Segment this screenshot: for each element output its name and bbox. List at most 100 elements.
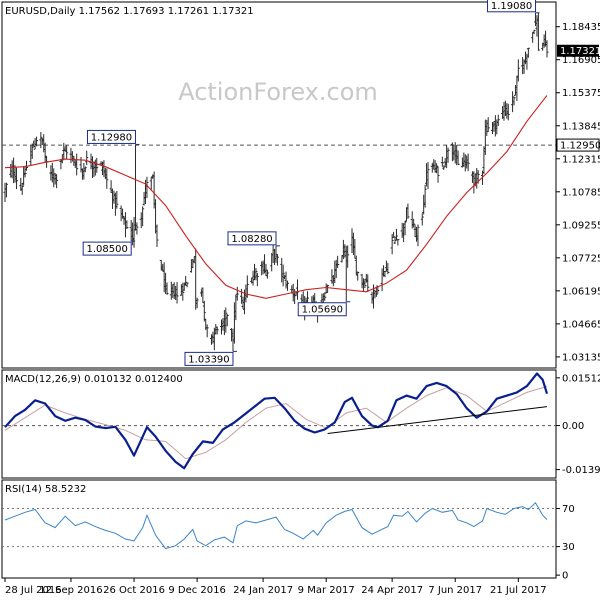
price-bar bbox=[420, 213, 424, 226]
price-bar bbox=[506, 103, 510, 121]
macd-signal-line bbox=[4, 385, 548, 460]
low-value: 1.17261 bbox=[168, 6, 209, 17]
price-bar bbox=[135, 222, 139, 235]
price-bar bbox=[423, 184, 427, 208]
price-bar bbox=[254, 267, 258, 281]
price-bar bbox=[65, 144, 69, 160]
price-bar bbox=[435, 163, 439, 174]
rsi-panel: 70 30 0 RSI(14) 58.5232 bbox=[1, 479, 575, 582]
macd-y-tick-label: 0.00 bbox=[562, 421, 584, 432]
price-bar bbox=[255, 272, 259, 287]
price-annotation-label: 1.03390 bbox=[188, 354, 229, 365]
high-value: 1.17693 bbox=[123, 6, 164, 17]
x-tick-label: 12 Sep 2016 bbox=[39, 585, 102, 596]
price-bar bbox=[383, 270, 387, 278]
x-tick-label: 26 Oct 2016 bbox=[103, 585, 165, 596]
rsi-panel-frame bbox=[1, 479, 557, 579]
price-bar bbox=[440, 156, 444, 167]
price-bars bbox=[3, 12, 549, 352]
price-bar bbox=[23, 165, 27, 178]
price-bar bbox=[416, 224, 420, 247]
price-bar bbox=[326, 284, 330, 293]
price-y-tick-label: 1.03135 bbox=[562, 352, 600, 363]
rsi-line bbox=[4, 502, 548, 550]
price-bar bbox=[83, 166, 87, 173]
price-bar bbox=[512, 96, 516, 106]
macd-panel-frame bbox=[1, 369, 557, 479]
rsi-y-axis: 70 30 0 bbox=[556, 504, 575, 582]
price-bar bbox=[235, 286, 239, 301]
price-annotation: 1.12980 bbox=[86, 129, 140, 145]
price-y-tick-label: 1.06195 bbox=[562, 286, 600, 297]
price-bar bbox=[323, 292, 327, 301]
watermark: ActionForex.com bbox=[178, 78, 378, 106]
price-bar bbox=[55, 174, 59, 189]
price-annotation-label: 1.05690 bbox=[302, 305, 343, 316]
price-bar bbox=[496, 114, 500, 127]
resistance-price-box bbox=[556, 138, 600, 152]
price-bar bbox=[225, 314, 229, 327]
price-annotation-label: 1.12980 bbox=[91, 132, 132, 143]
rsi-y-tick-label: 70 bbox=[562, 504, 575, 515]
price-bar bbox=[39, 132, 43, 149]
price-bar bbox=[394, 228, 398, 241]
price-y-tick-label: 1.09255 bbox=[562, 220, 600, 231]
price-bar bbox=[536, 12, 540, 51]
macd-y-tick-label: -0.013938 bbox=[562, 465, 600, 476]
macd-trendline bbox=[327, 406, 548, 434]
x-tick-label: 7 Jun 2017 bbox=[428, 585, 482, 596]
x-tick-label: 9 Dec 2016 bbox=[168, 585, 226, 596]
price-bar bbox=[75, 153, 79, 176]
price-annotation: 1.05690 bbox=[297, 301, 351, 317]
price-bar bbox=[25, 160, 29, 171]
price-annotation-label: 1.08500 bbox=[87, 244, 128, 255]
price-y-tick-label: 1.07725 bbox=[562, 253, 600, 264]
price-bar bbox=[403, 220, 407, 236]
price-bar bbox=[20, 182, 24, 195]
price-bar bbox=[115, 190, 119, 209]
price-annotations: 1.12980 1.08500 1.03390 1.08280 1.05690 1.190… bbox=[82, 0, 540, 366]
x-tick-label: 24 Apr 2017 bbox=[361, 585, 423, 596]
x-tick-label: 28 Jul 2016 bbox=[5, 585, 62, 596]
rsi-levels bbox=[2, 508, 556, 548]
price-y-tick-label: 1.15375 bbox=[562, 88, 600, 99]
macd-panel: 0.01512 0.00 -0.013938 MACD(12,26,9) 0.010… bbox=[1, 369, 600, 479]
price-bar bbox=[175, 282, 179, 304]
moving-average-line bbox=[4, 95, 548, 299]
price-annotation: 1.08500 bbox=[82, 240, 136, 256]
price-y-tick-label: 1.04665 bbox=[562, 319, 600, 330]
price-bar bbox=[195, 297, 199, 309]
macd-y-axis: 0.01512 0.00 -0.013938 bbox=[556, 373, 600, 476]
price-bar bbox=[14, 167, 18, 190]
price-annotation: 1.08280 bbox=[227, 231, 280, 247]
price-bar bbox=[285, 280, 289, 291]
price-value-boxes: 1.17321 1.12950 bbox=[556, 44, 600, 152]
price-annotation: 1.19080 bbox=[487, 0, 540, 14]
price-bar bbox=[155, 224, 159, 247]
price-bar bbox=[363, 279, 367, 289]
price-annotation-label: 1.19080 bbox=[491, 1, 532, 12]
macd-panel-title: MACD(12,26,9) 0.010132 0.012400 bbox=[5, 374, 183, 385]
price-bar bbox=[95, 157, 99, 173]
price-bar bbox=[105, 168, 109, 189]
x-tick-label: 24 Jan 2017 bbox=[233, 585, 293, 596]
price-bar bbox=[275, 254, 279, 266]
price-bar bbox=[446, 147, 450, 163]
price-bar bbox=[205, 324, 209, 338]
price-bar bbox=[141, 206, 145, 227]
price-bar bbox=[412, 218, 416, 228]
price-bar bbox=[406, 203, 410, 219]
open-value: 1.17562 bbox=[79, 6, 120, 17]
x-tick-label: 9 Mar 2017 bbox=[298, 585, 355, 596]
price-bar bbox=[202, 300, 206, 322]
price-bar bbox=[356, 271, 360, 281]
price-bar bbox=[526, 47, 530, 58]
price-bar bbox=[386, 262, 390, 275]
price-y-tick-label: 1.18435 bbox=[562, 22, 600, 33]
rsi-panel-title: RSI(14) 58.5232 bbox=[5, 484, 86, 495]
price-bar bbox=[125, 220, 129, 229]
price-annotation-label: 1.08280 bbox=[231, 234, 272, 245]
price-bar bbox=[466, 153, 470, 172]
